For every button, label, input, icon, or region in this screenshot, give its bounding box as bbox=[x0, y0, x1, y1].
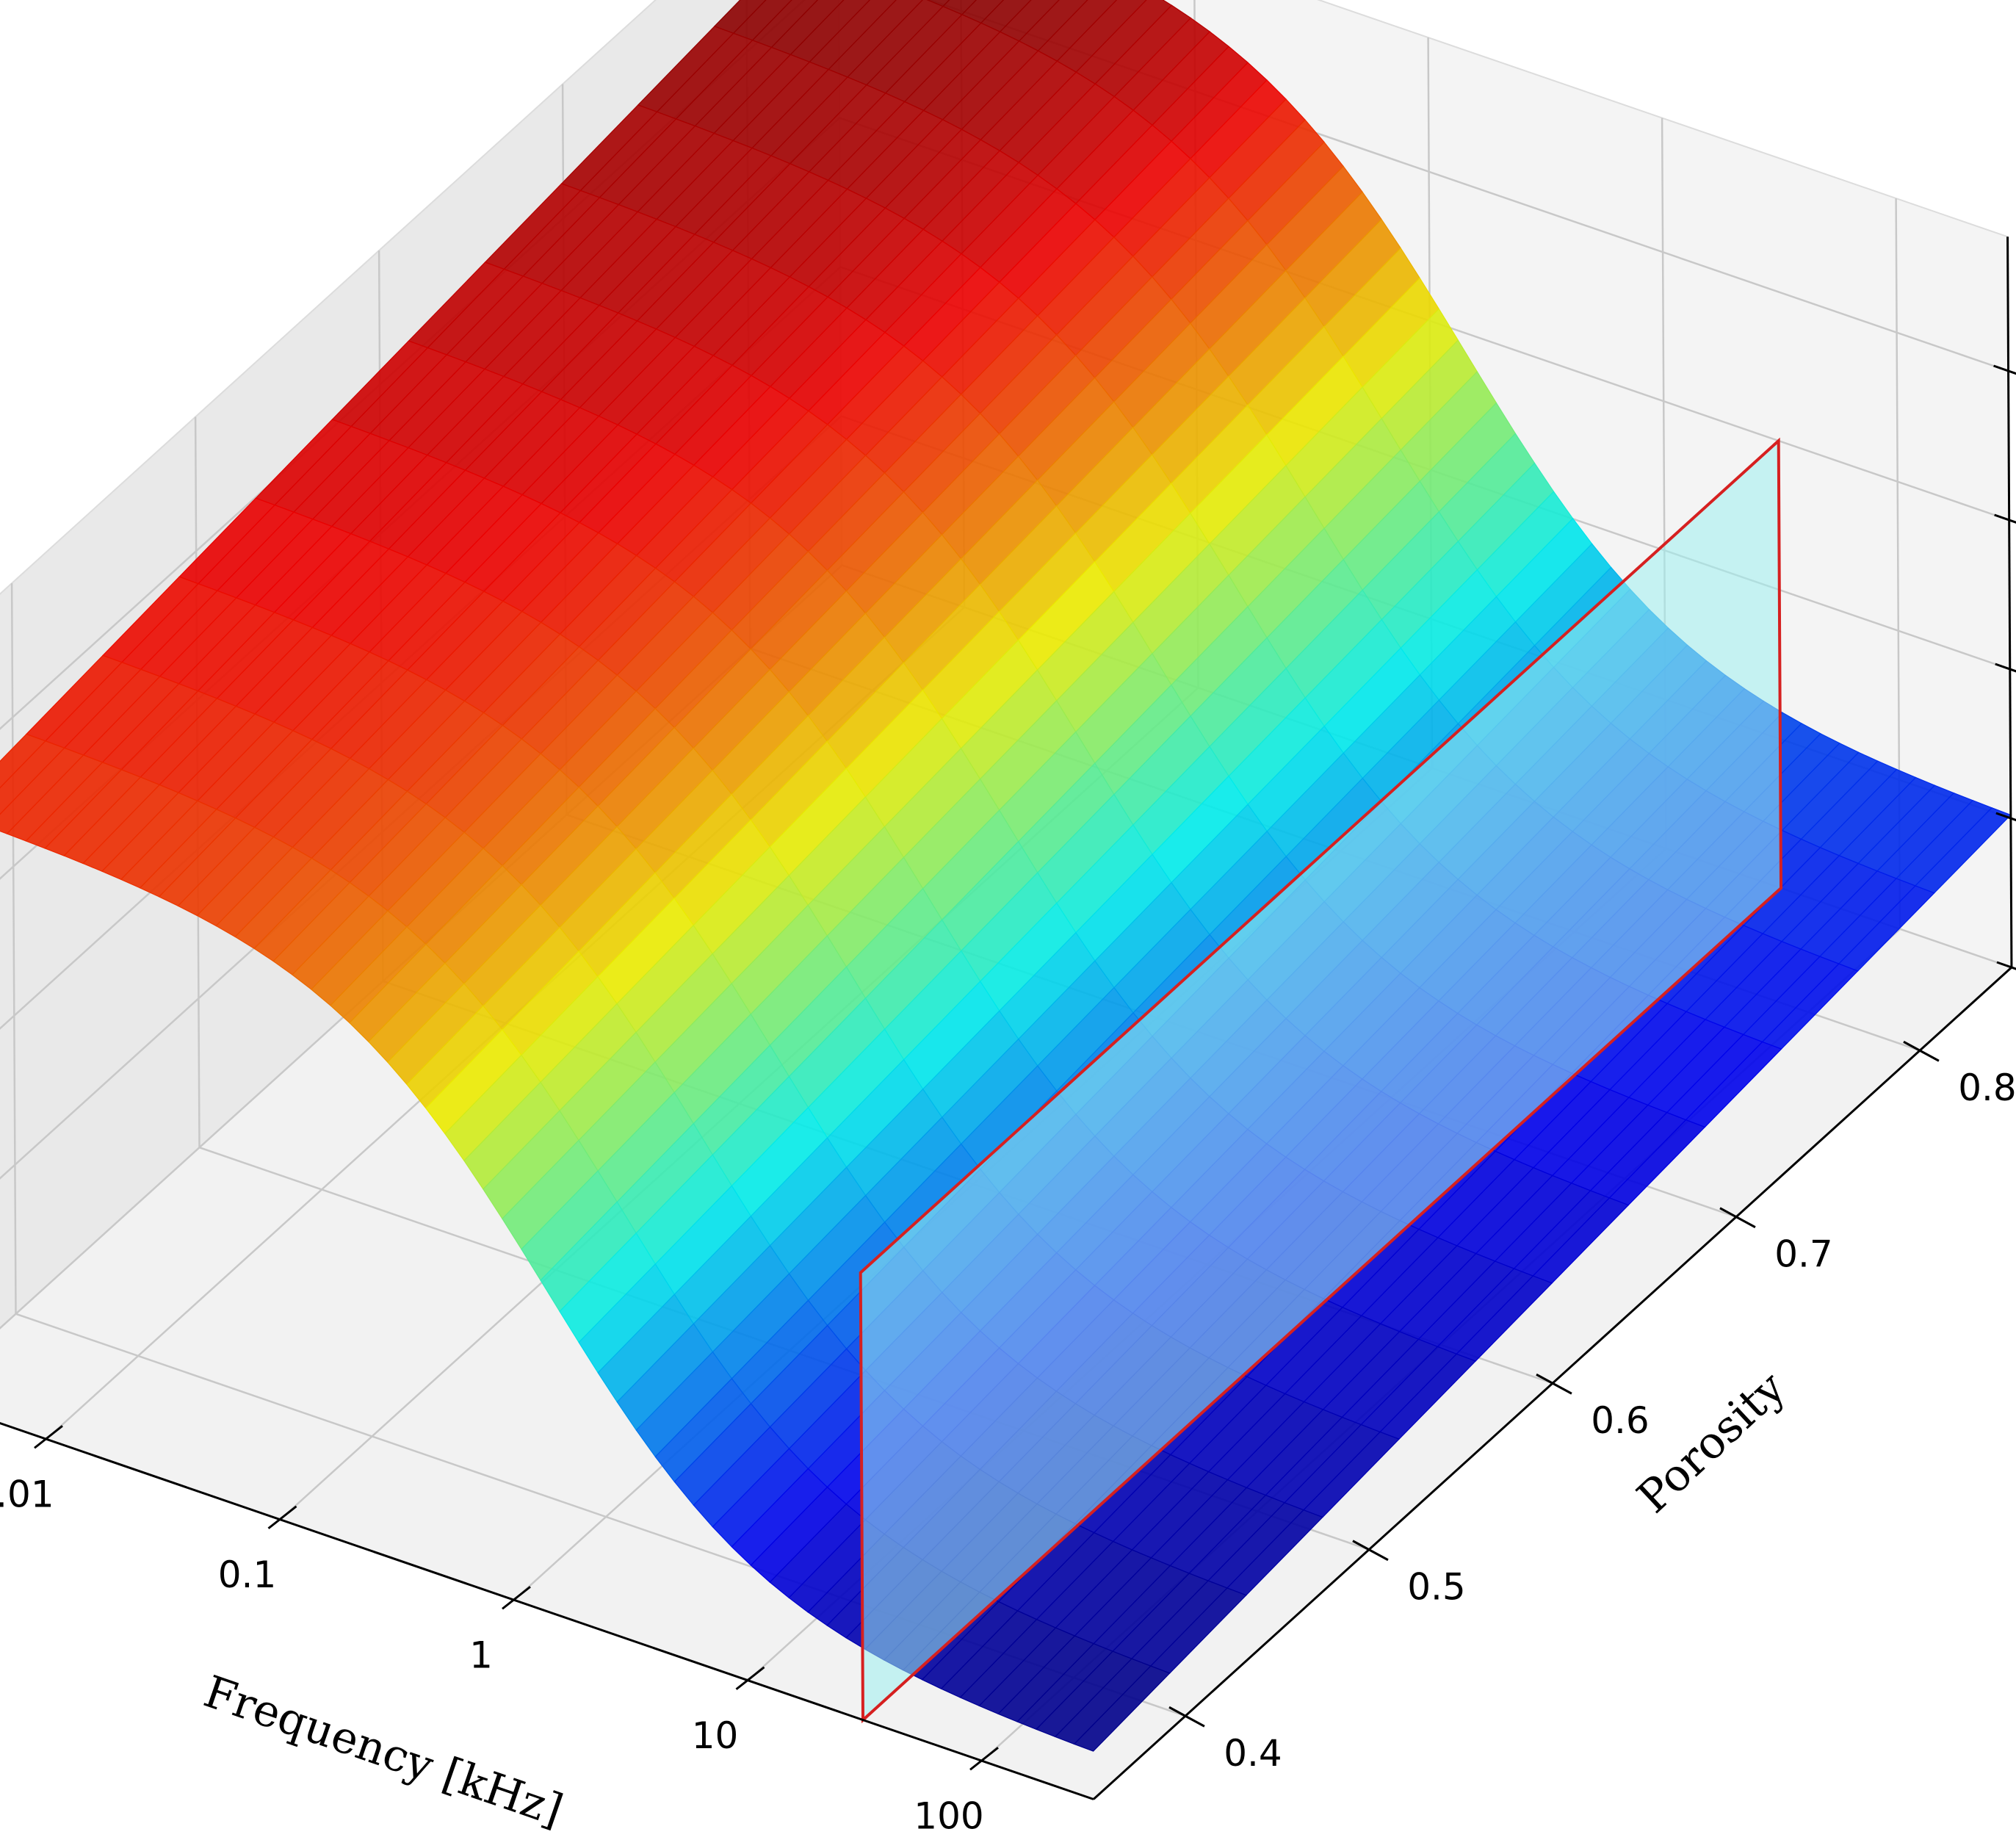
surface-patch bbox=[1073, 1665, 1171, 1752]
porosity-tick bbox=[1719, 1207, 1756, 1229]
porosity-tick bbox=[1168, 1706, 1205, 1728]
porosity-tick bbox=[1536, 1373, 1572, 1395]
porosity-tick-label: 0.4 bbox=[1224, 1732, 1282, 1775]
frequency-tick bbox=[735, 1666, 765, 1690]
porosity-tick bbox=[1903, 1040, 1940, 1062]
frequency-tick-label: 1 bbox=[469, 1634, 493, 1676]
grid-line-r bbox=[0, 0, 2009, 730]
frequency-tick-label: 0.01 bbox=[0, 1473, 54, 1515]
porosity-axis-title: Porosity bbox=[1627, 1362, 1795, 1523]
frequency-axis-line bbox=[0, 1422, 1094, 1800]
frequency-tick-label: 0.1 bbox=[218, 1554, 277, 1596]
r-tick bbox=[1994, 513, 2016, 524]
frequency-tick bbox=[34, 1425, 63, 1449]
porosity-tick-label: 0.6 bbox=[1591, 1399, 1650, 1442]
highlight-plane-rect bbox=[859, 437, 1783, 1724]
r-tick bbox=[1993, 364, 2016, 375]
r-tick bbox=[1996, 961, 2016, 970]
frequency-tick bbox=[502, 1586, 531, 1610]
frequency-tick bbox=[969, 1747, 999, 1771]
r-tick bbox=[1995, 663, 2016, 673]
r-axis-line bbox=[2006, 237, 2013, 968]
frequency-tick bbox=[267, 1505, 297, 1529]
frequency-tick-label: 10 bbox=[692, 1714, 739, 1757]
frequency-tick-label: 100 bbox=[914, 1794, 983, 1837]
highlight-plane bbox=[859, 437, 1783, 1724]
porosity-tick-label: 0.5 bbox=[1407, 1566, 1466, 1609]
r-tick bbox=[1995, 812, 2016, 822]
porosity-tick-label: 0.8 bbox=[1958, 1067, 2016, 1109]
porosity-tick bbox=[1352, 1540, 1389, 1562]
porosity-tick-label: 0.7 bbox=[1774, 1233, 1833, 1276]
frequency-axis-title: Frequency [kHz] bbox=[198, 1666, 569, 1836]
